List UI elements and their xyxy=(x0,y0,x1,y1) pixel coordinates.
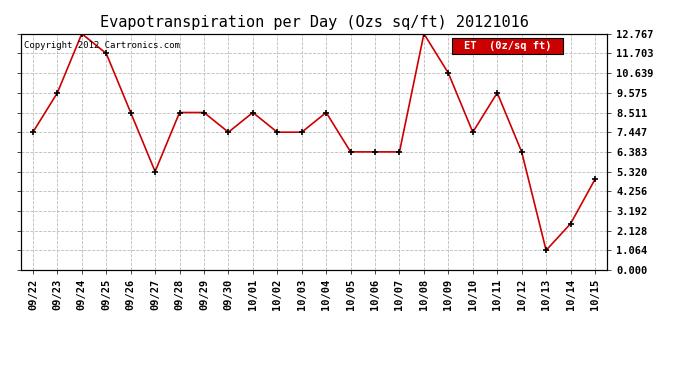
Title: Evapotranspiration per Day (Ozs sq/ft) 20121016: Evapotranspiration per Day (Ozs sq/ft) 2… xyxy=(99,15,529,30)
Text: Copyright 2012 Cartronics.com: Copyright 2012 Cartronics.com xyxy=(23,41,179,50)
FancyBboxPatch shape xyxy=(452,39,563,54)
Text: ET  (0z/sq ft): ET (0z/sq ft) xyxy=(464,41,551,51)
